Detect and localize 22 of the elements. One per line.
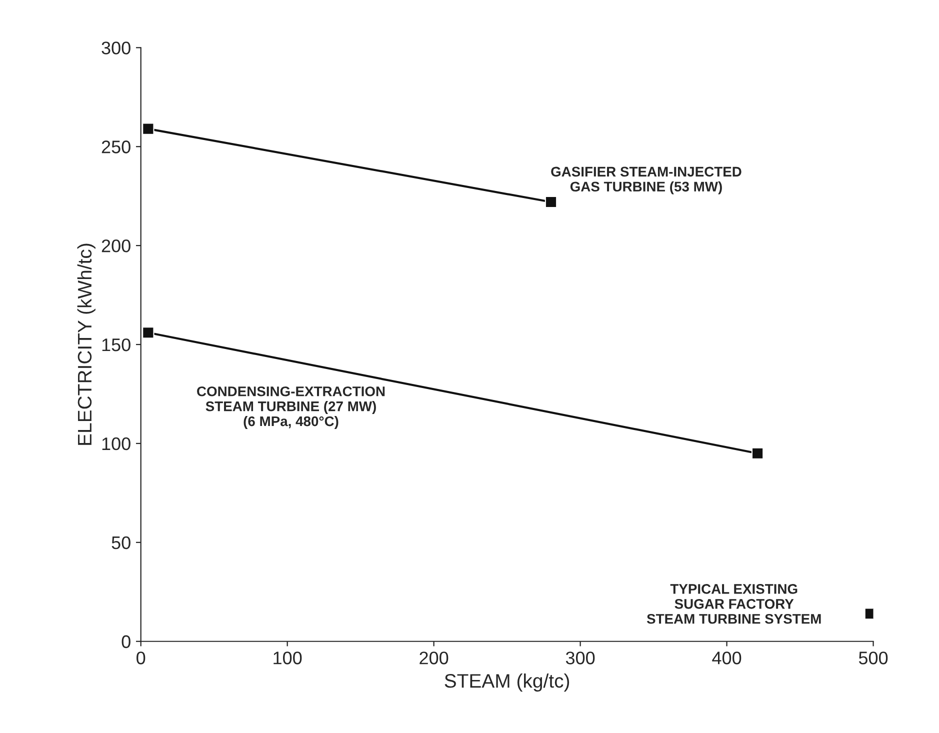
y-tick-label: 200	[102, 239, 130, 252]
point	[142, 122, 154, 135]
x-tick-label: 400	[712, 652, 742, 664]
x-tick-label: 200	[420, 652, 448, 664]
x-tick-label: 0	[136, 652, 146, 664]
x-tick-label: 300	[566, 652, 595, 664]
y-tick-label: 0	[122, 635, 130, 648]
point	[544, 196, 558, 208]
y-tick-label: 250	[102, 140, 130, 154]
y-tick-label: 150	[102, 338, 130, 352]
x-tick-label: 100	[274, 652, 302, 664]
annotation: TYPICAL EXISTING SUGAR FACTORY STEAM TURBINE SYSTEM	[646, 584, 821, 624]
x-tick-label: 500	[858, 652, 888, 664]
annotation: CONDENSING-EXTRACTION STEAM TURBINE (27 MW) (6 MPa, 480°C)	[197, 386, 385, 429]
x-axis-title: STEAM (kg/tc)	[444, 673, 570, 692]
annotation: GASIFIER STEAM-INJECTED GAS TURBINE (53 MW)	[551, 166, 742, 194]
point	[751, 447, 764, 460]
y-tick-label: 50	[112, 536, 130, 550]
y-axis-title: ELECTRICITY (kWh/tc)	[77, 244, 96, 445]
y-tick-label: 100	[102, 437, 130, 450]
point	[142, 326, 154, 339]
y-tick-label: 300	[102, 42, 130, 54]
